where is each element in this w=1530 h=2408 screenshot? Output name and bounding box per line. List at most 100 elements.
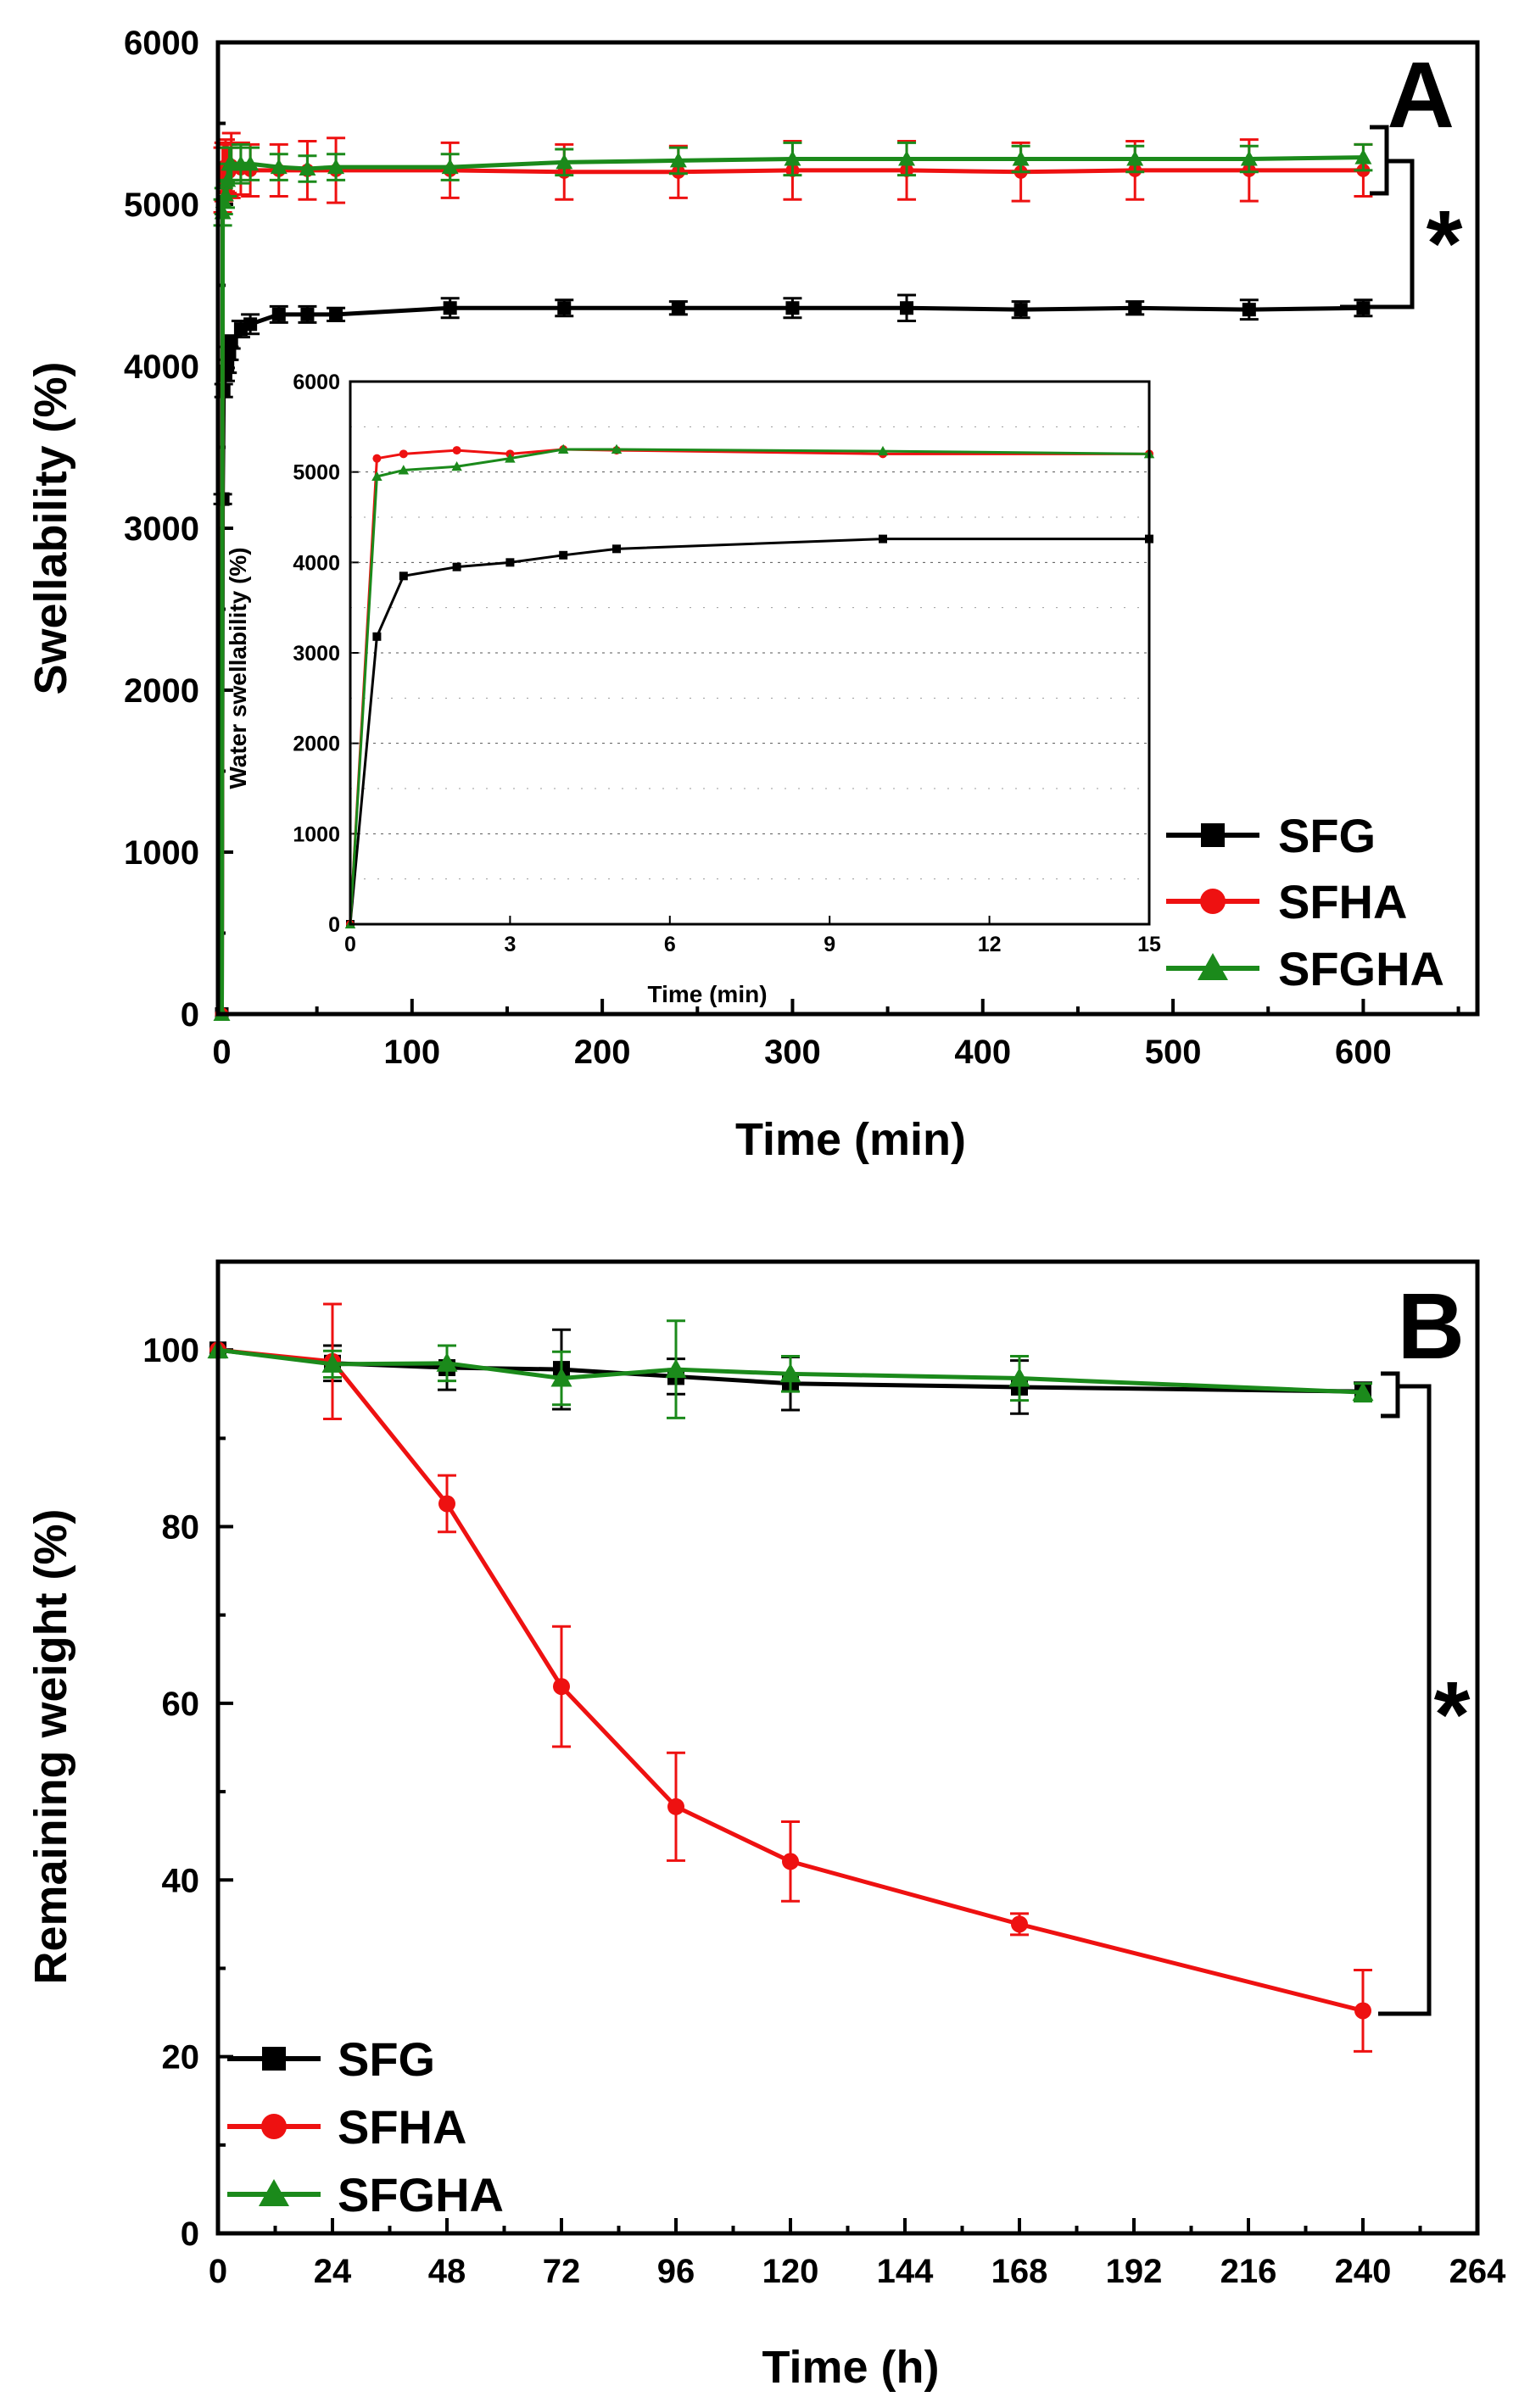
inset-x-tick-label: 9	[824, 933, 835, 956]
panel-a-legend: SFG SFHA SFGHA	[1166, 809, 1444, 995]
inset-sfg-point	[612, 544, 621, 554]
circle-marker-icon	[261, 2114, 287, 2139]
a-series-sfgha	[213, 141, 1373, 1021]
panel-b-axis-ticks: 0 24 48 72 96 120 144 168 192 216 240 264 0 20 40 60 80 1…	[142, 1332, 1506, 2290]
a-sfg-point	[1242, 303, 1256, 317]
legend-label-sfgha: SFGHA	[1278, 942, 1444, 995]
b-x-tick-label: 120	[762, 2253, 819, 2290]
inset-sfgha-point	[877, 445, 889, 456]
a-sfg-point	[671, 301, 685, 315]
inset-x-tick-label: 6	[664, 933, 676, 956]
a-y-tick-label: 3000	[124, 510, 199, 548]
b-sfha-point	[1354, 2002, 1371, 2020]
panel-a-small-bracket	[1370, 125, 1389, 196]
b-x-tick-label: 96	[657, 2253, 695, 2290]
b-sfgha-line	[217, 1347, 1364, 1395]
panel-a-x-axis-title: Time (min)	[735, 1114, 966, 1165]
inset-sfgha-point	[398, 465, 410, 475]
inset-frame	[349, 380, 1151, 926]
legend-item-sfgha: SFGHA	[1166, 942, 1444, 995]
panel-a-big-bracket	[1340, 159, 1415, 309]
legend-item-sfgha: SFGHA	[227, 2168, 504, 2221]
a-sfgha-point	[784, 150, 801, 166]
panel-a-chart: 0 100 200 300 400 500 600010002000300040005000…	[25, 25, 1480, 1165]
a-sfgha-point	[441, 159, 459, 175]
a-sfgha-point	[242, 155, 260, 171]
inset-sfg-point	[399, 571, 408, 581]
b-sfha-point	[1011, 1915, 1028, 1933]
b-y-tick-label: 60	[162, 1686, 200, 1723]
inset-sfg-point	[372, 632, 382, 641]
a-sfgha-point	[1240, 150, 1258, 166]
inset-sfgha-point	[557, 443, 569, 454]
inset-sfha-point	[399, 449, 408, 459]
panel-b-frame	[215, 1259, 1480, 2236]
a-sfgha-point	[898, 150, 916, 166]
inset-sfha-point	[372, 454, 382, 463]
legend-label-sfgha: SFGHA	[338, 2168, 504, 2221]
a-x-tick-label: 300	[764, 1034, 821, 1071]
inset-sfgha-point	[371, 471, 382, 481]
legend-label-sfha: SFHA	[338, 2100, 466, 2154]
b-sfgha-point	[1352, 1381, 1374, 1402]
a-sfg-point	[443, 301, 457, 315]
a-y-tick-label: 1000	[124, 834, 199, 872]
a-sfgha-point	[1126, 150, 1144, 166]
panel-b-plot-area	[207, 1302, 1374, 2053]
b-sfha-line	[217, 1347, 1364, 2013]
inset-sfgha-point	[505, 453, 516, 463]
a-x-tick-label: 400	[954, 1034, 1011, 1071]
legend-label-sfha: SFHA	[1278, 875, 1407, 928]
a-x-tick-label: 600	[1335, 1034, 1392, 1071]
legend-item-sfg: SFG	[1166, 809, 1376, 862]
a-sfg-point	[785, 301, 800, 315]
legend-label-sfg: SFG	[1278, 809, 1376, 862]
inset-y-tick-label: 4000	[293, 551, 340, 575]
b-x-tick-label: 48	[428, 2253, 466, 2290]
b-sfgha-point	[550, 1368, 572, 1387]
b-sfgha-point	[436, 1352, 458, 1372]
inset-x-axis-title: Time (min)	[647, 981, 767, 1007]
b-y-tick-label: 80	[162, 1509, 200, 1547]
a-sfg-point	[557, 301, 572, 315]
triangle-marker-icon	[1198, 953, 1228, 980]
b-sfgha-point	[665, 1358, 687, 1379]
inset-y-tick-label: 0	[328, 913, 340, 937]
b-x-tick-label: 144	[877, 2253, 934, 2290]
panel-b-x-axis-title: Time (h)	[762, 2342, 939, 2393]
square-marker-icon	[1201, 823, 1225, 847]
a-y-tick-label: 0	[181, 996, 199, 1034]
b-x-tick-label: 0	[209, 2253, 227, 2290]
circle-marker-icon	[1200, 889, 1226, 914]
inset-sfg-point	[505, 558, 515, 567]
b-y-tick-label: 20	[162, 2039, 200, 2076]
b-sfha-point	[553, 1678, 570, 1696]
b-y-tick-label: 0	[181, 2216, 199, 2253]
inset-sfgha-point	[611, 443, 623, 454]
b-x-tick-label: 240	[1335, 2253, 1392, 2290]
a-y-tick-label: 4000	[124, 348, 199, 386]
inset-y-tick-label: 1000	[293, 822, 340, 846]
b-sfha-point	[782, 1853, 799, 1870]
a-sfgha-point	[556, 153, 573, 170]
a-sfgha-point	[219, 171, 237, 187]
inset-y-tick-label: 2000	[293, 733, 340, 756]
panel-a-letter: A	[1388, 43, 1455, 148]
panel-b-significance-star: *	[1434, 1663, 1471, 1767]
a-sfgha-point	[1012, 150, 1030, 166]
a-sfgha-point	[270, 159, 288, 175]
inset-sfgha-point	[451, 461, 462, 471]
a-sfg-point	[222, 346, 237, 360]
b-x-tick-label: 216	[1220, 2253, 1277, 2290]
a-sfgha-point	[669, 152, 687, 168]
b-x-tick-label: 168	[991, 2253, 1048, 2290]
a-x-tick-label: 0	[212, 1034, 231, 1071]
a-x-tick-label: 500	[1145, 1034, 1202, 1071]
panel-b-chart: 0 24 48 72 96 120 144 168 192 216 240 264 0 20 40 60 80 1…	[25, 1259, 1506, 2393]
a-sfgha-point	[1354, 148, 1372, 164]
panel-a-y-axis-title: Swellability (%)	[25, 361, 76, 694]
panel-b-small-bracket	[1381, 1371, 1400, 1419]
b-y-tick-label: 40	[162, 1862, 200, 1899]
a-y-tick-label: 6000	[124, 25, 199, 62]
